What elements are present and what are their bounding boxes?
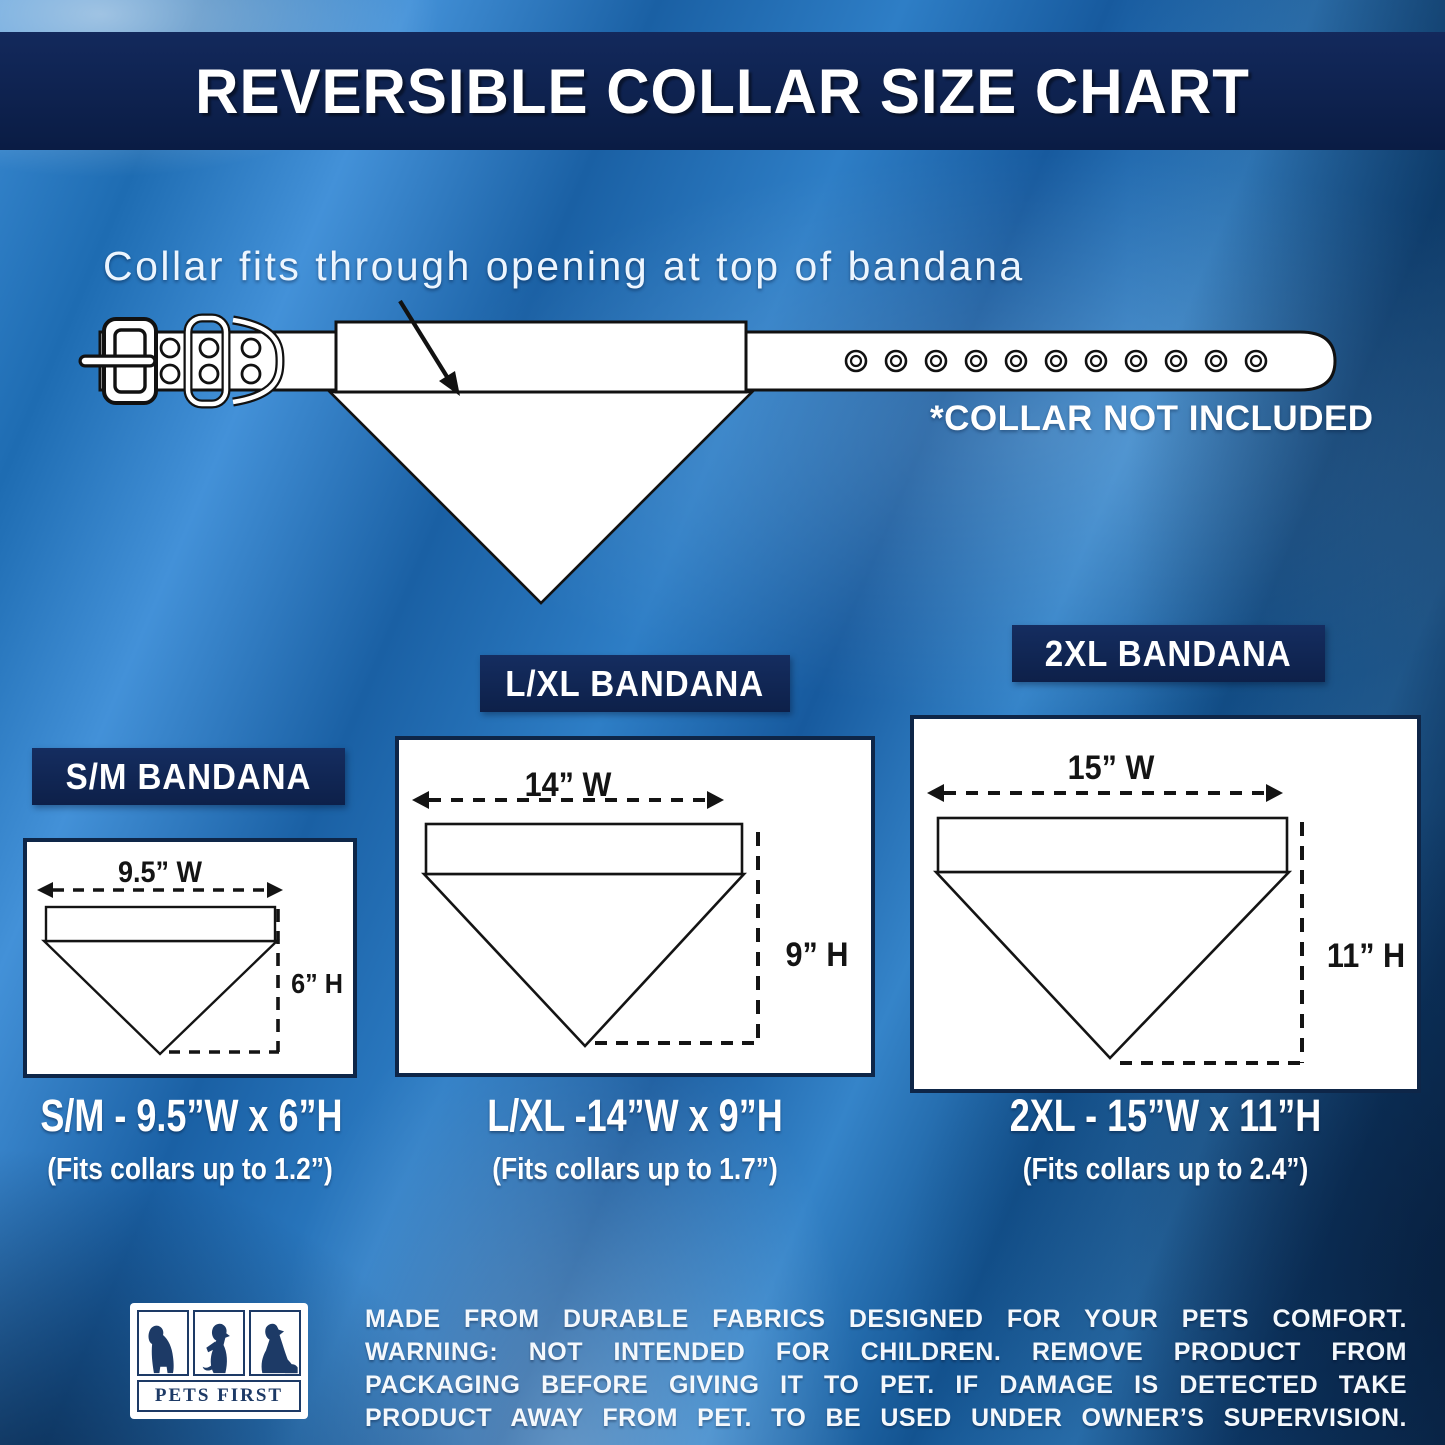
2xl-height-label: 11” H [1326,937,1406,975]
collar-buckle-icon [78,317,158,405]
arrowhead-left-icon [927,784,944,802]
collar-note: *COLLAR NOT INCLUDED [930,399,1374,438]
lxl-height-label: 9” H [785,936,849,974]
warning-text: MADE FROM DURABLE FABRICS DESIGNED FOR Y… [365,1303,1407,1435]
page-title: REVERSIBLE COLLAR SIZE CHART [195,55,1250,127]
collar-caption: Collar fits through opening at top of ba… [103,243,1025,289]
warning-line-2: WARNING: NOT INTENDED FOR CHILDREN. REMO… [365,1338,1407,1366]
brand-name: PETS FIRST [137,1380,301,1412]
2xl-bandana-header: 2XL BANDANA [1012,625,1325,682]
collar-eyelets [844,349,1268,373]
2xl-bandana-diagram [927,784,1304,1065]
2xl-header-label: 2XL BANDANA [1045,632,1292,674]
2xl-bandana-panel: 15” W 11” H [910,715,1421,1093]
dog-icon-1 [137,1310,189,1376]
lxl-bandana-header: L/XL BANDANA [480,655,790,712]
dog-icon-2 [193,1310,245,1376]
sm-bandana-panel: 9.5” W 6” H [23,838,357,1078]
2xl-caption: 2XL - 15”W x 11”H (Fits collars up to 2.… [910,1090,1421,1187]
2xl-fits-text: (Fits collars up to 2.4”) [1022,1151,1309,1186]
warning-line-1: MADE FROM DURABLE FABRICS DESIGNED FOR Y… [365,1305,1407,1333]
lxl-caption: L/XL -14”W x 9”H (Fits collars up to 1.7… [395,1090,875,1187]
arrowhead-right-icon [267,882,283,898]
logo-dog-row [137,1310,301,1376]
2xl-width-label: 15” W [1067,749,1155,787]
collar-keeper-loops [183,313,285,409]
sm-caption: S/M - 9.5”W x 6”H (Fits collars up to 1.… [3,1090,377,1187]
pets-first-logo: PETS FIRST [130,1303,308,1419]
lxl-bandana-panel: 14” W 9” H [395,736,875,1077]
sm-size-text: S/M - 9.5”W x 6”H [40,1090,343,1141]
sm-width-label: 9.5” W [117,856,203,889]
2xl-size-text: 2XL - 15”W x 11”H [1009,1090,1322,1141]
sm-bandana-diagram [37,882,283,1056]
collar-holes [159,337,262,385]
warning-line-3: PACKAGING BEFORE GIVING IT TO PET. IF DA… [365,1371,1407,1399]
sm-bandana-header: S/M BANDANA [32,748,345,805]
pointer-arrow-icon [398,299,460,396]
lxl-width-label: 14” W [524,766,612,804]
sm-fits-text: (Fits collars up to 1.2”) [47,1151,333,1186]
arrowhead-right-icon [707,791,724,809]
title-bar: REVERSIBLE COLLAR SIZE CHART [0,32,1445,150]
arrowhead-left-icon [412,791,429,809]
arrowhead-right-icon [1266,784,1283,802]
dog-icon-3 [249,1310,301,1376]
lxl-fits-text: (Fits collars up to 1.7”) [492,1151,778,1186]
sm-height-label: 6” H [291,968,343,999]
lxl-bandana-diagram [412,791,760,1048]
sm-header-label: S/M BANDANA [65,755,312,797]
bandana-shape [326,320,756,605]
lxl-header-label: L/XL BANDANA [505,662,765,704]
lxl-size-text: L/XL -14”W x 9”H [487,1090,783,1141]
collar-illustration [78,299,1337,605]
warning-line-4: PRODUCT AWAY FROM PET. TO BE USED UNDER … [365,1404,1407,1432]
arrowhead-left-icon [37,882,53,898]
